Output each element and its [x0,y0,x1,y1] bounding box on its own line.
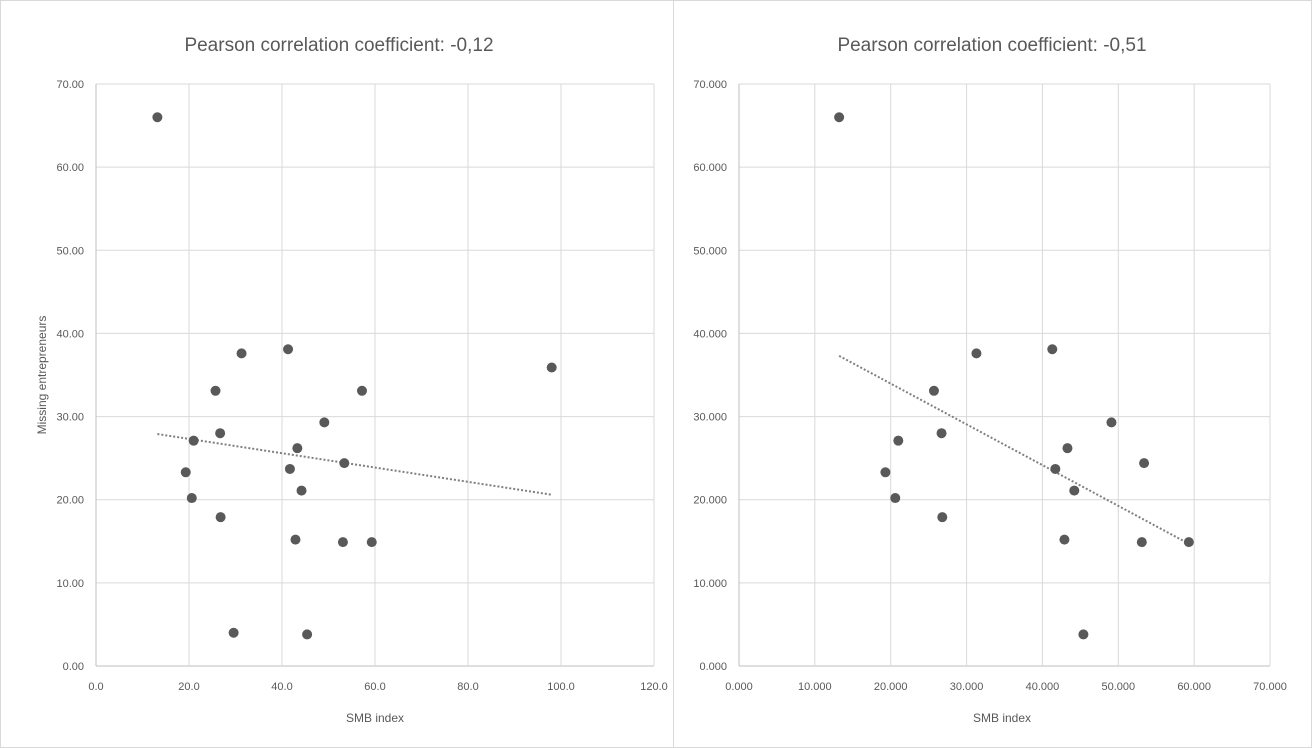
data-point [215,428,226,439]
gridlines-left [95,83,655,667]
data-point [228,627,239,638]
y-tick-label: 50.000 [693,245,727,257]
data-point [180,467,191,478]
y-tick-label: 70.00 [56,79,84,91]
data-point [210,385,221,396]
x-tick-label: 40.0 [271,681,292,693]
y-tick-label: 10.00 [56,578,84,590]
data-point [1059,534,1070,545]
data-point [319,417,330,428]
data-point [928,385,939,396]
x-tick-label: 0.000 [725,681,753,693]
chart-title-left: Pearson correlation coefficient: -0,12 [184,35,493,56]
y-tick-label: 60.00 [56,162,84,174]
data-point [296,485,307,496]
data-point [1078,629,1089,640]
data-point [890,493,901,504]
gridlines-right [738,83,1271,667]
data-point [1062,443,1073,454]
x-tick-label: 60.000 [1177,681,1211,693]
x-tick-label: 20.000 [874,681,908,693]
data-points-left [152,112,557,640]
tick-labels-left: 0.00 10.00 20.00 30.00 40.00 50.00 60.00 70.00 0… [56,79,667,693]
data-point [356,385,367,396]
x-tick-label: 60.0 [364,681,385,693]
data-point [186,493,197,504]
y-tick-label: 10.000 [693,578,727,590]
data-point [339,458,350,469]
y-tick-label: 40.00 [56,328,84,340]
y-tick-label: 40.000 [693,328,727,340]
data-point [366,537,377,548]
x-tick-label: 0.0 [88,681,103,693]
y-tick-label: 50.00 [56,245,84,257]
x-tick-label: 10.000 [798,681,832,693]
data-point [236,348,247,359]
data-point [284,463,295,474]
y-tick-label: 30.00 [56,412,84,424]
data-point [283,344,294,355]
data-point [546,362,557,373]
data-point [290,534,301,545]
x-tick-label: 30.000 [950,681,984,693]
data-point [834,112,845,123]
trendline-left [157,433,552,496]
x-tick-label: 80.0 [457,681,478,693]
data-point [292,443,303,454]
data-point [1183,537,1194,548]
data-point [937,512,948,523]
data-point [1106,417,1117,428]
x-tick-label: 20.0 [178,681,199,693]
y-tick-label: 0.00 [63,661,84,673]
data-point [971,348,982,359]
chart-title-right: Pearson correlation coefficient: -0,51 [837,35,1146,56]
x-tick-label: 40.000 [1026,681,1060,693]
data-point [893,435,904,446]
data-point [152,112,163,123]
data-point [1139,458,1150,469]
x-tick-label: 100.0 [547,681,575,693]
y-tick-label: 60.000 [693,162,727,174]
chart-left: Pearson correlation coefficient: -0,12 S… [35,35,668,725]
data-point [302,629,313,640]
data-point [1050,463,1061,474]
data-point [1047,344,1058,355]
y-axis-label-left: Missing entrepreneurs [35,316,49,435]
y-tick-label: 20.00 [56,495,84,507]
data-points-right [834,112,1194,640]
x-tick-label: 70.000 [1253,681,1287,693]
data-point [1069,485,1080,496]
data-point [188,435,199,446]
chart-right: Pearson correlation coefficient: -0,51 S… [693,35,1286,725]
data-point [337,537,348,548]
y-tick-label: 70.000 [693,79,727,91]
x-tick-label: 50.000 [1101,681,1135,693]
x-axis-label-right: SMB index [973,711,1031,725]
panel-divider [673,0,674,748]
y-tick-label: 30.000 [693,412,727,424]
tick-labels-right: 0.000 10.000 20.000 30.000 40.000 50.000 60.00… [693,79,1286,693]
y-tick-label: 0.000 [699,661,727,673]
trendline-right [838,354,1190,545]
x-axis-label-left: SMB index [346,711,404,725]
x-tick-label: 120.0 [640,681,668,693]
data-point [936,428,947,439]
data-point [215,512,226,523]
y-tick-label: 20.000 [693,495,727,507]
data-point [880,467,891,478]
data-point [1136,537,1147,548]
